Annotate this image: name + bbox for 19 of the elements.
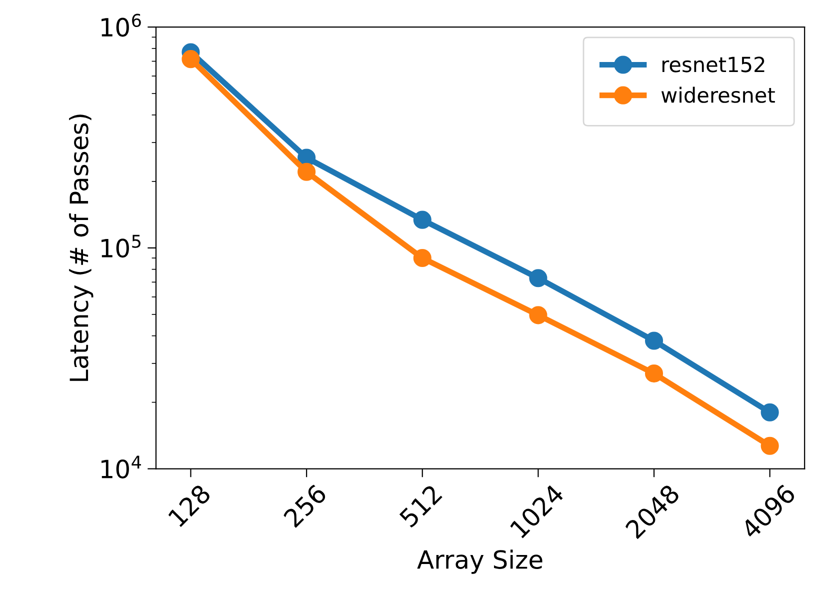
- x-tick-label: 128: [168, 483, 212, 528]
- legend-label: wideresnet: [661, 86, 775, 103]
- point: [760, 403, 779, 422]
- point: [529, 269, 548, 288]
- point: [298, 162, 316, 181]
- x-tick-label: 512: [398, 484, 443, 528]
- y-tick-label: 10$^{6}$: [102, 14, 141, 37]
- y-tick-label: 10$^{5}$: [102, 234, 140, 258]
- legend-label: resnet152: [662, 56, 764, 72]
- point: [644, 332, 664, 350]
- point: [529, 306, 548, 324]
- point: [182, 50, 200, 68]
- point: [644, 364, 664, 383]
- point: [760, 436, 779, 455]
- point: [413, 248, 432, 268]
- y-tick-label: 10$^{4}$: [102, 456, 141, 478]
- x-axis-title: Array Size: [417, 550, 542, 574]
- y-axis-title: Latency (# of Passes): [69, 114, 94, 381]
- point: [413, 210, 432, 229]
